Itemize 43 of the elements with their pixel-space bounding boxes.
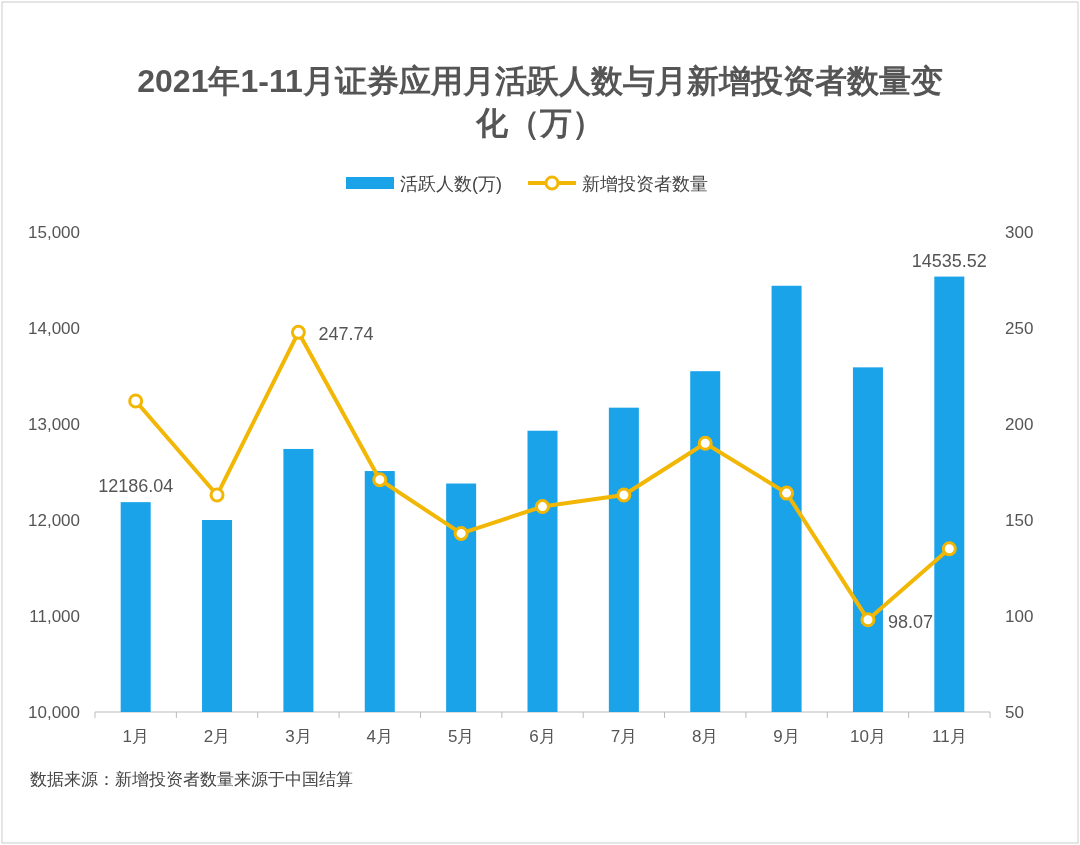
- x-tick-label: 11月: [931, 727, 967, 746]
- x-tick-label: 5月: [447, 727, 475, 746]
- x-tick-label: 3月: [285, 727, 312, 746]
- x-tick-label: 8月: [691, 727, 719, 746]
- x-tick-label: 6月: [529, 727, 556, 746]
- point: [779, 485, 795, 501]
- x-tick-label: 4月: [366, 727, 394, 746]
- y-tick-label: 11,000: [29, 607, 80, 626]
- data-label: 247.74: [318, 324, 374, 345]
- point: [697, 435, 713, 451]
- y2-tick-label: 300: [1005, 223, 1034, 242]
- point: [616, 487, 632, 503]
- data-label: 12186.04: [98, 476, 174, 497]
- point: [860, 612, 876, 628]
- y2-tick-label: 50: [1005, 703, 1024, 722]
- x-tick-label: 2月: [203, 727, 231, 746]
- y-tick-label: 14,000: [28, 319, 80, 338]
- point: [372, 472, 388, 488]
- annotation: 数据来源：新增投资者数量来源于中国结算: [30, 770, 353, 789]
- legend-label: 活跃人数(万): [400, 174, 503, 194]
- y2-tick-label: 200: [1005, 415, 1034, 434]
- point: [453, 525, 469, 541]
- data-label: 98.07: [887, 611, 933, 632]
- point: [535, 499, 550, 515]
- y2-tick-label: 250: [1005, 319, 1034, 338]
- y2-tick-label: 150: [1005, 511, 1034, 530]
- data-label: 14535.52: [911, 250, 987, 271]
- point: [209, 487, 225, 503]
- point: [128, 393, 144, 409]
- x-tick-label: 7月: [610, 727, 638, 746]
- y2-tick-label: 100: [1005, 607, 1034, 626]
- y-tick-label: 13,000: [28, 415, 80, 434]
- y-tick-label: 12,000: [28, 511, 80, 530]
- y-tick-label: 15,000: [28, 223, 80, 242]
- x-tick-label: 1月: [122, 727, 149, 746]
- title: 2021年1-11月证券应用月活跃人数与月新增投资者数量变: [137, 63, 943, 99]
- point: [290, 324, 306, 340]
- x-tick-label: 10月: [849, 727, 886, 746]
- point: [941, 541, 957, 557]
- title: 化（万）: [476, 105, 604, 141]
- y-tick-label: 10,000: [28, 703, 80, 722]
- legend-label: 新增投资者数量: [581, 174, 708, 194]
- x-tick-label: 9月: [773, 727, 800, 746]
